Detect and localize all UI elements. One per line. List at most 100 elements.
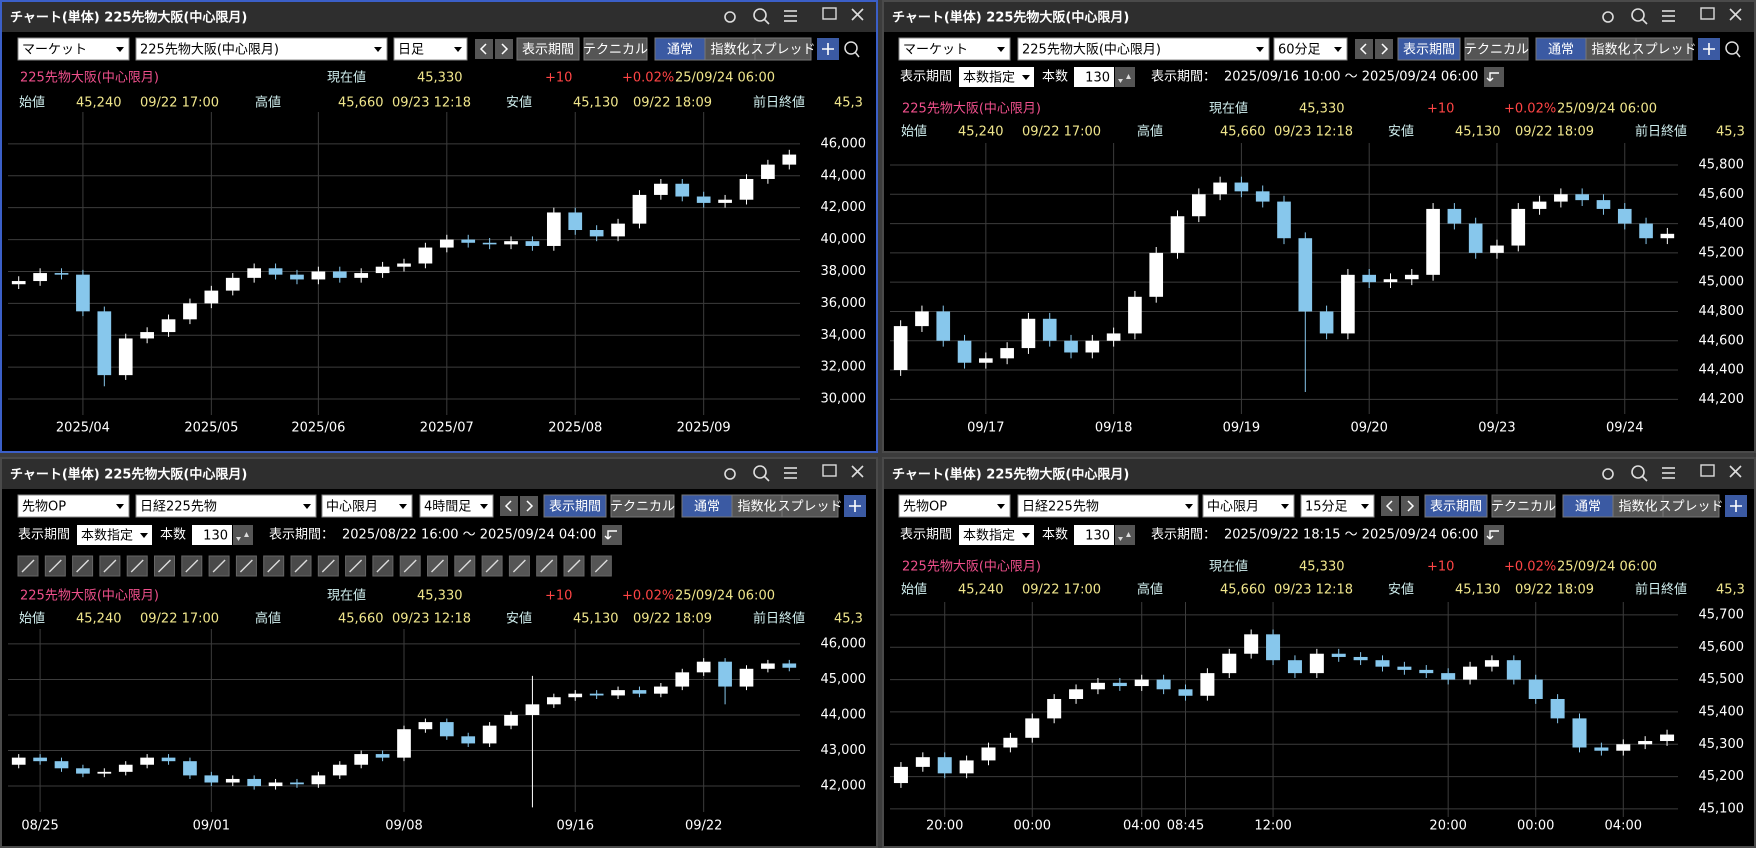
dropdown[interactable] bbox=[1017, 494, 1199, 518]
dropdown[interactable] bbox=[1202, 494, 1295, 518]
dropdown[interactable] bbox=[393, 37, 468, 61]
candle-body bbox=[1331, 653, 1346, 657]
nav-button[interactable] bbox=[1355, 39, 1373, 59]
nav-button[interactable] bbox=[500, 496, 518, 516]
period-mode-dropdown[interactable] bbox=[959, 67, 1034, 87]
drawing-tool-glyph bbox=[458, 559, 472, 573]
maximize-icon[interactable] bbox=[822, 464, 837, 477]
candle-body bbox=[525, 704, 540, 715]
toolbar-button[interactable] bbox=[754, 37, 812, 61]
candle-body bbox=[11, 281, 26, 285]
count-input[interactable] bbox=[1074, 525, 1114, 545]
dropdown[interactable] bbox=[135, 37, 388, 61]
link-icon[interactable] bbox=[724, 11, 736, 23]
candle-body bbox=[461, 736, 476, 744]
close-icon[interactable] bbox=[851, 465, 864, 478]
search-icon[interactable] bbox=[753, 8, 767, 22]
drawing-tool-glyph bbox=[512, 559, 526, 573]
dropdown[interactable] bbox=[898, 494, 1011, 518]
y-tick-label: 45,400 bbox=[1699, 216, 1745, 231]
toolbar-button[interactable] bbox=[781, 494, 839, 518]
toolbar-button[interactable] bbox=[543, 494, 607, 518]
dropdown-label: 日経225先物 bbox=[1022, 500, 1099, 515]
reset-button[interactable] bbox=[1484, 525, 1504, 545]
reset-button[interactable] bbox=[602, 525, 622, 545]
y-tick-label: 32,000 bbox=[821, 360, 867, 375]
dropdown[interactable] bbox=[1300, 494, 1375, 518]
toolbar-button[interactable] bbox=[1397, 37, 1461, 61]
candle-body bbox=[11, 757, 26, 765]
candle-body bbox=[247, 268, 262, 278]
candle-body bbox=[1341, 274, 1355, 334]
dropdown[interactable] bbox=[1273, 37, 1348, 61]
search-icon[interactable] bbox=[753, 465, 767, 479]
toolbar-button[interactable] bbox=[1424, 494, 1488, 518]
instrument-name: 225先物大阪(中心限月) bbox=[902, 102, 1041, 117]
maximize-icon[interactable] bbox=[1700, 7, 1715, 20]
dropdown-arrow bbox=[140, 533, 148, 538]
maximize-icon[interactable] bbox=[1700, 464, 1715, 477]
candle-body bbox=[375, 266, 390, 274]
dropdown[interactable] bbox=[1017, 37, 1270, 61]
candle-body bbox=[311, 775, 326, 785]
dropdown-label: 225先物大阪(中心限月) bbox=[140, 43, 279, 58]
toolbar-button-label: 通常 bbox=[694, 500, 720, 515]
period-mode-dropdown[interactable] bbox=[959, 525, 1034, 545]
search-icon[interactable] bbox=[1631, 8, 1645, 22]
toolbar-button-label: テクニカル bbox=[610, 500, 675, 515]
dropdown[interactable] bbox=[321, 494, 413, 518]
ohlc-low-time: 09/22 18:09 bbox=[633, 96, 712, 111]
search-icon-handle bbox=[763, 475, 770, 482]
nav-button[interactable] bbox=[1381, 496, 1399, 516]
panel-bg bbox=[882, 457, 1756, 848]
change-pct: +0.02% bbox=[1504, 102, 1556, 117]
nav-button[interactable] bbox=[1401, 496, 1419, 516]
reset-button[interactable] bbox=[1484, 67, 1504, 87]
toolbar-button[interactable] bbox=[1491, 494, 1556, 518]
nav-button[interactable] bbox=[1375, 39, 1393, 59]
ohlc-open: 45,240 bbox=[76, 96, 122, 111]
ohlc-open-time: 09/22 17:00 bbox=[140, 96, 219, 111]
count-spinner[interactable] bbox=[1115, 525, 1135, 545]
toolbar-button[interactable] bbox=[583, 37, 648, 61]
zoom-icon[interactable] bbox=[844, 41, 858, 55]
maximize-icon[interactable] bbox=[822, 7, 837, 20]
dropdown[interactable] bbox=[135, 494, 317, 518]
nav-button[interactable] bbox=[495, 39, 513, 59]
period-mode-dropdown[interactable] bbox=[77, 525, 152, 545]
period-mode: 本数指定 bbox=[963, 529, 1015, 544]
close-icon[interactable] bbox=[1729, 465, 1742, 478]
ohlc-high-time: 09/23 12:18 bbox=[1274, 125, 1353, 140]
toolbar-button[interactable] bbox=[610, 494, 675, 518]
x-tick-label: 09/24 bbox=[1606, 421, 1643, 436]
dropdown-arrow bbox=[480, 504, 488, 509]
dropdown-label: 4時間足 bbox=[424, 500, 471, 515]
count-input[interactable] bbox=[1074, 67, 1114, 87]
x-tick-label: 09/17 bbox=[967, 421, 1004, 436]
toolbar-button[interactable] bbox=[1635, 37, 1693, 61]
x-tick-label: 2025/05 bbox=[184, 421, 238, 436]
count-input[interactable] bbox=[192, 525, 232, 545]
close-icon[interactable] bbox=[1729, 8, 1742, 21]
nav-button[interactable] bbox=[520, 496, 538, 516]
link-icon[interactable] bbox=[1602, 11, 1614, 23]
dropdown[interactable] bbox=[17, 37, 130, 61]
close-icon[interactable] bbox=[851, 8, 864, 21]
search-icon[interactable] bbox=[1631, 465, 1645, 479]
toolbar-button[interactable] bbox=[1662, 494, 1720, 518]
count-spinner[interactable] bbox=[233, 525, 253, 545]
link-icon[interactable] bbox=[1602, 468, 1614, 480]
chart-panel: チャート(単体) 225先物大阪(中心限月) 先物OP 日経225先物 中心限月 15分… bbox=[882, 457, 1756, 848]
link-icon[interactable] bbox=[724, 468, 736, 480]
nav-button[interactable] bbox=[475, 39, 493, 59]
dropdown[interactable] bbox=[419, 494, 494, 518]
toolbar-button[interactable] bbox=[1464, 37, 1529, 61]
toolbar-button[interactable] bbox=[516, 37, 580, 61]
dropdown[interactable] bbox=[17, 494, 130, 518]
count-spinner[interactable] bbox=[1115, 67, 1135, 87]
dropdown[interactable] bbox=[898, 37, 1011, 61]
candle-body bbox=[1468, 223, 1483, 253]
drawing-tool-glyph bbox=[212, 559, 226, 573]
zoom-icon[interactable] bbox=[1725, 41, 1739, 55]
candle-body bbox=[589, 693, 604, 696]
